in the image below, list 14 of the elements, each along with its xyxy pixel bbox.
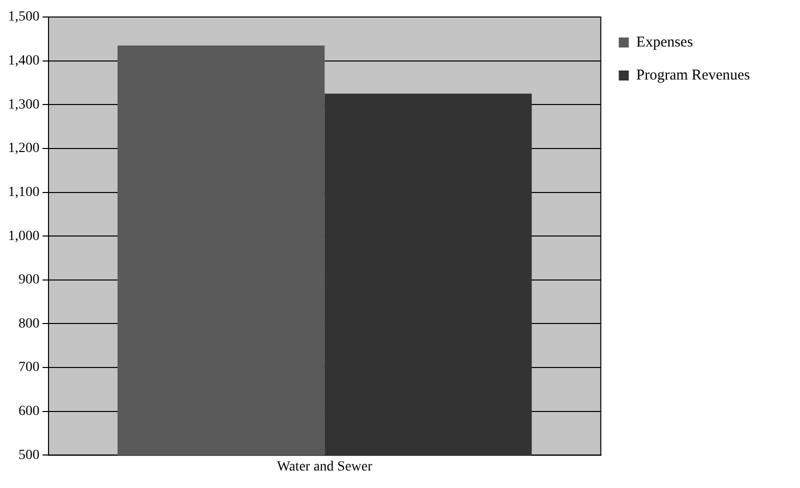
- y-tick-label: 900: [18, 272, 40, 288]
- x-tick-label: Water and Sewer: [277, 459, 373, 474]
- y-tick-label: 1,200: [8, 141, 40, 156]
- y-tick-label: 1,100: [8, 184, 40, 200]
- legend-label: Program Revenues: [636, 67, 750, 84]
- legend-label: Expenses: [636, 34, 694, 50]
- y-tick-label: 1,400: [8, 53, 40, 68]
- y-tick-label: 1,300: [8, 97, 40, 112]
- y-tick-label: 500: [18, 448, 40, 463]
- y-tick-label: 800: [18, 316, 40, 332]
- y-tick-label: 600: [18, 404, 40, 420]
- y-tick-label: 700: [18, 360, 40, 376]
- y-tick-label: 1,500: [8, 10, 40, 25]
- y-tick-label: 1,000: [8, 228, 40, 244]
